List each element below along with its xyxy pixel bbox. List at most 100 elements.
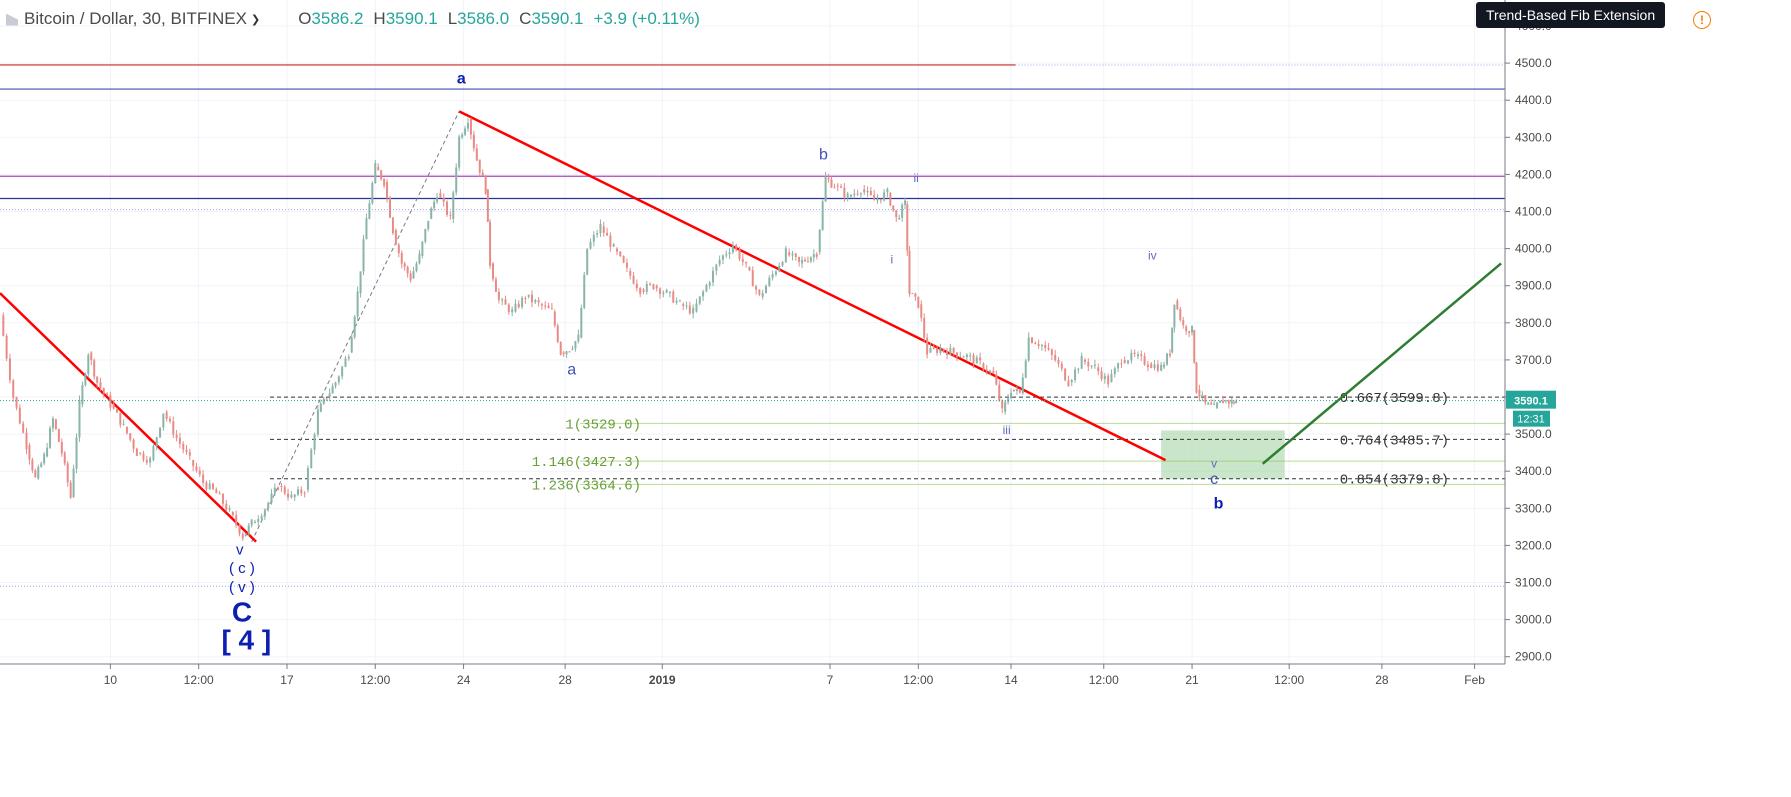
candle-body	[550, 308, 553, 310]
candle-body	[559, 342, 562, 355]
candle-body	[57, 429, 60, 442]
candle-body	[625, 262, 628, 268]
candle-body	[185, 449, 188, 452]
candle-body	[145, 459, 148, 463]
time-axis[interactable]: 10 12:00 17 12:00 24 28 2019 7 12:00 14 12:00 21 12:…	[0, 663, 1791, 797]
candle-body	[1130, 352, 1133, 361]
candle-body	[1171, 327, 1174, 353]
candle-body	[178, 437, 181, 444]
wave-label: ( v )	[229, 579, 255, 596]
candle-body	[1100, 371, 1103, 380]
candle-body	[989, 370, 992, 372]
candle-body	[806, 261, 809, 263]
candle-body	[112, 404, 115, 409]
candle-body	[721, 255, 724, 260]
candle-body	[198, 470, 201, 475]
price-tick-label: 4000.0	[1515, 242, 1552, 256]
price-tick-label: 3200.0	[1515, 538, 1552, 552]
candle-body	[1213, 403, 1216, 405]
candle-body	[718, 259, 721, 265]
candle-body	[277, 487, 280, 490]
candle-body	[228, 508, 231, 510]
candle-body	[715, 264, 718, 271]
candle-body	[698, 296, 701, 304]
candle-body	[119, 412, 122, 425]
candle-body	[562, 352, 565, 355]
candle-body	[400, 253, 403, 264]
open-key: O	[298, 9, 312, 28]
candle-body	[840, 186, 843, 188]
candle-body	[695, 303, 698, 312]
candle-body	[1232, 402, 1235, 404]
low-key: L	[447, 9, 458, 28]
candle-body	[172, 421, 175, 435]
candle-body	[889, 192, 892, 206]
candle-body	[341, 366, 344, 377]
candle-body	[649, 283, 652, 285]
candle-body	[705, 285, 708, 292]
candle-body	[1207, 402, 1210, 405]
horizontal-lines	[0, 64, 1505, 587]
candle-body	[642, 289, 645, 292]
low-value: 3586.0	[457, 9, 510, 28]
candle-body	[791, 253, 794, 256]
symbol-title[interactable]: Bitcoin / Dollar, 30, BITFINEX	[24, 9, 247, 28]
candle-body	[939, 348, 942, 353]
candle-body	[615, 248, 618, 252]
candle-body	[270, 493, 273, 503]
time-tick-label: 12:00	[903, 673, 933, 687]
candle-body	[665, 289, 668, 293]
candle-body	[632, 275, 635, 284]
candle-body	[102, 388, 105, 394]
candle-body	[895, 210, 898, 218]
candle-body	[781, 262, 784, 266]
candle-body	[1001, 400, 1004, 409]
candle-body	[1110, 374, 1113, 383]
symbol-legend[interactable]: Bitcoin / Dollar, 30, BITFINEX ❯ O 3586.2…	[6, 9, 710, 29]
candle-body	[547, 305, 550, 309]
candle-body	[1153, 364, 1156, 369]
candle-body	[1204, 395, 1207, 403]
candle-body	[1163, 364, 1166, 368]
time-tick-label: 17	[280, 673, 294, 687]
candle-body	[371, 183, 374, 204]
candle-body	[906, 204, 909, 251]
price-tick-label: 4200.0	[1515, 167, 1552, 181]
close-value: 3590.1	[531, 9, 584, 28]
trend-line-projection	[1261, 262, 1502, 465]
candle-body	[556, 325, 559, 343]
candle-body	[1224, 400, 1227, 402]
candle-body	[497, 291, 500, 300]
chevron-down-icon[interactable]: ❯	[250, 13, 261, 26]
candle-body	[580, 307, 583, 338]
candle-body	[182, 443, 185, 450]
candle-body	[932, 347, 935, 349]
candle-body	[1166, 353, 1169, 365]
high-key: H	[373, 9, 386, 28]
candle-body	[1083, 359, 1086, 362]
candle-body	[489, 221, 492, 266]
warning-circle-icon[interactable]: !	[1693, 11, 1711, 29]
candle-body	[901, 204, 904, 219]
candle-body	[478, 159, 481, 173]
candle-body	[949, 347, 952, 355]
candle-body	[583, 274, 586, 308]
candle-body	[484, 176, 487, 194]
candle-body	[350, 337, 353, 353]
candle-body	[846, 193, 849, 198]
candle-body	[1040, 344, 1043, 346]
candle-body	[778, 265, 781, 272]
candle-body	[685, 305, 688, 307]
candle-body	[1201, 395, 1204, 397]
candle-body	[788, 252, 791, 256]
candle-body	[1080, 356, 1083, 369]
candle-body	[1054, 354, 1057, 361]
candle-body	[403, 263, 406, 267]
candle-body	[1193, 330, 1196, 363]
candle-body	[287, 493, 290, 498]
candle-body	[755, 286, 758, 290]
high-value: 3590.1	[385, 9, 438, 28]
candle-body	[15, 397, 18, 408]
candle-body	[504, 299, 507, 305]
